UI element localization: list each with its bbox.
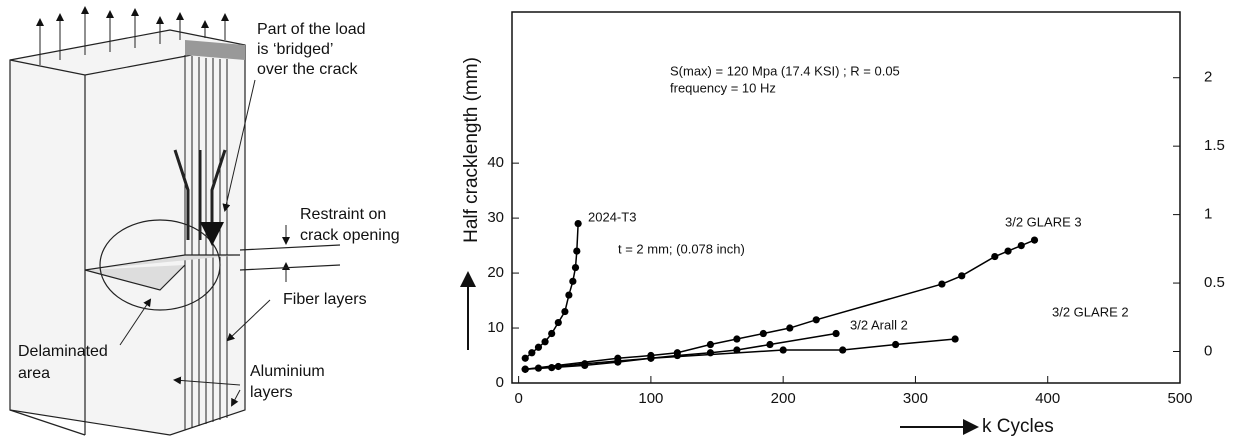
annotation: t = 2 mm; (0.078 inch) bbox=[618, 241, 745, 256]
series-label: 3/2 GLARE 3 bbox=[1005, 214, 1082, 229]
y2-tick-label: 2 bbox=[1204, 69, 1212, 86]
data-point bbox=[759, 329, 767, 338]
annotation: S(max) = 120 Mpa (17.4 KSI) ; R = 0.05 bbox=[670, 63, 900, 78]
y-tick-label: 10 bbox=[487, 319, 504, 336]
data-point bbox=[647, 354, 655, 362]
y-tick-label: 20 bbox=[487, 264, 504, 281]
data-point bbox=[521, 354, 529, 362]
diagram-label: Delaminated bbox=[18, 343, 108, 360]
series-line bbox=[524, 223, 579, 359]
data-point bbox=[569, 277, 577, 285]
plot-frame bbox=[511, 11, 1181, 384]
data-point bbox=[521, 365, 529, 373]
data-point bbox=[541, 338, 549, 346]
y2-tick-label: 0 bbox=[1204, 342, 1212, 359]
x-tick-label: 200 bbox=[771, 390, 796, 407]
laminate-diagram bbox=[9, 6, 341, 436]
data-point bbox=[1017, 241, 1025, 250]
data-point bbox=[892, 340, 900, 349]
data-point bbox=[573, 247, 581, 255]
diagram-label: crack opening bbox=[300, 227, 400, 244]
x-tick-label: 500 bbox=[1167, 390, 1192, 407]
data-point bbox=[766, 340, 774, 349]
data-point bbox=[991, 252, 999, 261]
data-point bbox=[571, 263, 580, 272]
data-point bbox=[534, 343, 543, 351]
data-point bbox=[614, 358, 622, 366]
y2-tick-label: 0.5 bbox=[1204, 274, 1225, 291]
y-tick-label: 30 bbox=[487, 209, 504, 226]
data-point bbox=[706, 340, 715, 349]
y2-tick-label: 1 bbox=[1204, 206, 1212, 223]
data-point bbox=[1004, 247, 1012, 255]
diagram-label: is ‘bridged’ bbox=[257, 41, 333, 58]
diagram-label: area bbox=[18, 365, 50, 382]
x-axis-label: k Cycles bbox=[982, 416, 1054, 437]
data-point bbox=[779, 346, 787, 354]
x-tick-label: 0 bbox=[514, 390, 522, 407]
data-point bbox=[561, 307, 569, 316]
series-label: 3/2 Arall 2 bbox=[850, 317, 908, 332]
series-label: 2024-T3 bbox=[588, 209, 636, 224]
data-point bbox=[565, 291, 573, 299]
diagram-labels: Part of the load is ‘bridged’ over the cra… bbox=[18, 21, 400, 401]
data-point bbox=[733, 335, 741, 343]
data-point bbox=[733, 346, 741, 354]
data-point bbox=[832, 329, 840, 338]
data-point bbox=[839, 346, 847, 354]
data-point bbox=[581, 361, 589, 370]
data-point bbox=[574, 220, 582, 228]
x-tick-label: 400 bbox=[1035, 390, 1060, 407]
y-axis-label: Half cracklength (mm) bbox=[461, 57, 482, 243]
diagram-label: over the crack bbox=[257, 61, 358, 78]
x-tick-label: 100 bbox=[638, 390, 663, 407]
data-point bbox=[938, 280, 946, 288]
y-tick-label: 0 bbox=[496, 374, 504, 391]
y-tick-label: 40 bbox=[487, 154, 504, 171]
data-point bbox=[528, 349, 536, 357]
data-point bbox=[554, 318, 562, 327]
diagram-label: Restraint on bbox=[300, 206, 386, 223]
diagram-label: Fiber layers bbox=[283, 291, 367, 308]
diagram-label: Part of the load bbox=[257, 21, 366, 38]
data-point bbox=[548, 329, 556, 338]
data-point bbox=[786, 324, 794, 332]
data-point bbox=[1030, 236, 1039, 244]
annotation: frequency = 10 Hz bbox=[670, 80, 776, 95]
data-point bbox=[548, 364, 556, 372]
series-line bbox=[525, 338, 956, 371]
y2-tick-label: 1.5 bbox=[1204, 137, 1225, 154]
data-point bbox=[951, 335, 959, 343]
diagram-label: Aluminium bbox=[250, 363, 325, 380]
series-label: 3/2 GLARE 2 bbox=[1052, 304, 1129, 319]
data-point bbox=[812, 316, 820, 324]
data-point bbox=[958, 272, 966, 280]
data-point bbox=[673, 351, 681, 360]
x-tick-label: 300 bbox=[903, 390, 928, 407]
diagram-label: layers bbox=[250, 384, 293, 401]
